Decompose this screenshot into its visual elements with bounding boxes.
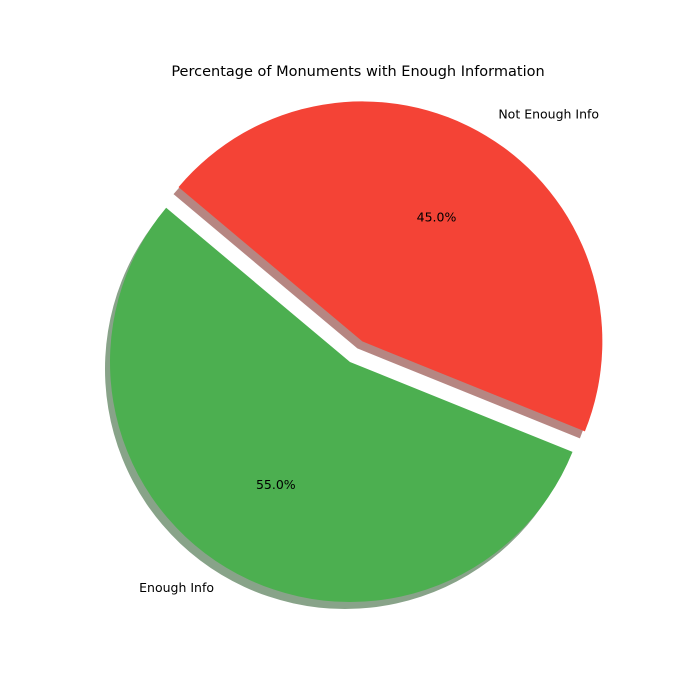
slice-label-not-enough-info: Not Enough Info (498, 107, 599, 122)
pie-slice-enough-info (110, 207, 573, 602)
pie-slices (110, 101, 603, 602)
slice-label-enough-info: Enough Info (139, 580, 214, 595)
slice-percent-not-enough-info: 45.0% (417, 209, 457, 224)
pie-slice-not-enough-info (178, 101, 603, 432)
slice-percent-enough-info: 55.0% (256, 477, 296, 492)
pie-labels: Enough Info 55.0% Not Enough Info 45.0% (139, 107, 599, 595)
chart-title: Percentage of Monuments with Enough Info… (171, 64, 544, 80)
